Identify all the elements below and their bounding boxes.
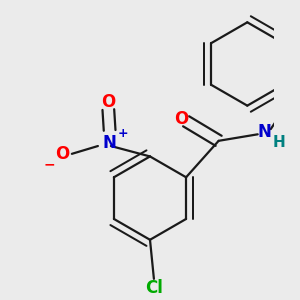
Text: −: − [44,157,56,171]
Text: O: O [174,110,188,128]
Text: N: N [257,123,271,141]
Text: +: + [117,127,128,140]
Text: Cl: Cl [145,279,163,297]
Text: N: N [103,134,117,152]
Text: H: H [272,135,285,150]
Text: O: O [56,145,70,163]
Text: O: O [101,93,116,111]
